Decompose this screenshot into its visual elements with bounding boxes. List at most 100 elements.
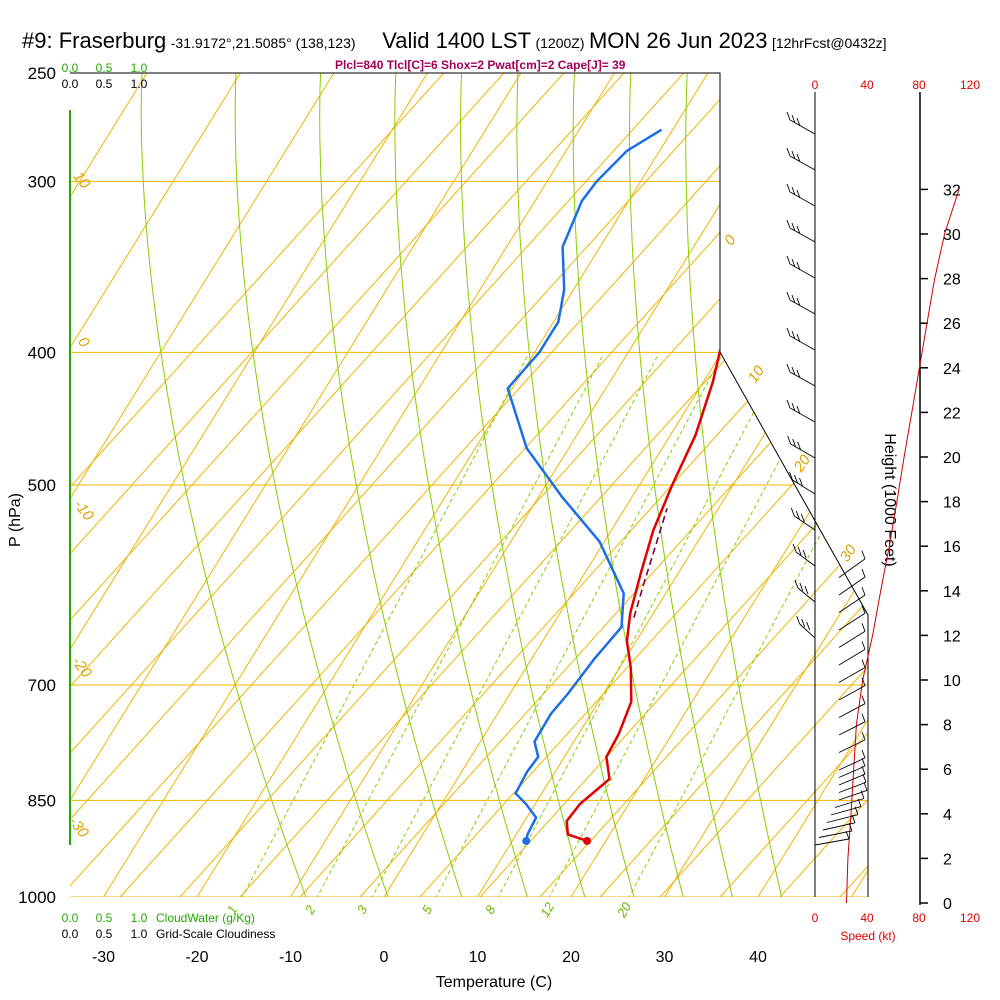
dry-adiabat-line (359, 73, 868, 897)
mixing-ratio-line (312, 354, 604, 897)
dry-adiabat-label: 30 (837, 541, 861, 565)
x-tick-label: 0 (380, 949, 389, 966)
height-tick-label: 4 (943, 807, 952, 824)
series-temperature-surface-point (583, 836, 592, 845)
isotherm-line (757, 73, 868, 897)
mixing-ratio-line (493, 354, 785, 897)
cloudiness-bottom-label: 0.0 (62, 927, 79, 941)
height-tick-label: 10 (943, 673, 961, 690)
station-coords: -31.9172°,21.5085° (138,123) (170, 35, 356, 51)
dry-adiabat-line (659, 73, 868, 897)
moist-adiabat-line (460, 73, 586, 897)
dry-adiabat-line (419, 73, 868, 897)
mixing-ratio-label: 3 (354, 902, 371, 916)
height-tick-label: 20 (943, 450, 961, 467)
series-parcel-line (633, 508, 668, 618)
mixing-ratio-label: 5 (419, 902, 436, 916)
dry-adiabat-line (960, 33, 1000, 897)
cloudiness-top-label: 0.5 (96, 77, 113, 91)
speed-tick-label-top: 120 (960, 78, 980, 92)
height-tick-label: 24 (943, 361, 961, 378)
wind-barb (838, 623, 866, 648)
dry-adiabat-line (479, 73, 868, 897)
height-tick-label: 8 (943, 718, 952, 735)
cloudiness-scale-label: Grid-Scale Cloudiness (156, 927, 275, 941)
cloudwater-top-label: 0.0 (62, 61, 79, 75)
wind-barb (838, 731, 866, 753)
x-tick-label: 40 (749, 949, 767, 966)
dry-adiabat-label: 10 (745, 362, 769, 386)
wind-barb (786, 111, 816, 135)
wind-barb (838, 782, 868, 801)
moist-adiabat-line (516, 73, 635, 897)
wind-barb (838, 659, 866, 683)
cloudwater-bottom-label: 0.5 (96, 911, 113, 925)
height-tick-label: 2 (943, 851, 952, 868)
dry-adiabat-line (70, 73, 541, 897)
wind-barb (792, 543, 816, 567)
mixing-ratio-line (367, 354, 659, 897)
speed-tick-label-bottom: 40 (860, 911, 874, 925)
y2-axis-label: Height (1000 Feet) (881, 433, 898, 566)
dry-adiabat-label: 10 (70, 168, 94, 192)
mixing-ratio-line (431, 354, 723, 897)
isotherm-line (664, 73, 868, 897)
cloudwater-scale-label: CloudWater (g/Kg) (156, 911, 255, 925)
speed-tick-label-bottom: 80 (912, 911, 926, 925)
mixing-ratio-label: 2 (301, 902, 318, 917)
x-tick-label: -30 (92, 949, 115, 966)
moist-adiabat-line (685, 73, 783, 897)
cloudiness-top-label: 1.0 (131, 77, 148, 91)
speed-tick-label-top: 0 (812, 78, 819, 92)
dry-adiabat-line (70, 73, 781, 897)
dry-adiabat-line (719, 73, 868, 897)
dry-adiabat-line (179, 73, 868, 897)
y-axis-label: P (hPa) (7, 493, 24, 547)
cloudwater-top-label: 0.5 (96, 61, 113, 75)
wind-barb (838, 550, 866, 578)
x-tick-label: 10 (469, 949, 487, 966)
height-tick-label: 18 (943, 495, 961, 512)
dry-adiabat-line (239, 73, 868, 897)
isotherm-line (851, 73, 868, 897)
wind-barb (786, 183, 816, 207)
cloudwater-bottom-label: 1.0 (131, 911, 148, 925)
wind-barb (786, 255, 816, 279)
height-tick-label: 22 (943, 405, 961, 422)
speed-tick-label-bottom: 120 (960, 911, 980, 925)
cloudwater-bottom-label: 0.0 (62, 911, 79, 925)
cloudiness-top-label: 0.0 (62, 77, 79, 91)
wind-barb (787, 435, 816, 459)
p-tick-label: 1000 (18, 888, 56, 907)
p-tick-label: 300 (28, 172, 56, 191)
wind-barb (794, 579, 816, 603)
height-tick-label: 32 (943, 182, 961, 199)
speed-tick-label-top: 40 (860, 78, 874, 92)
valid-date: MON 26 Jun 2023 (588, 28, 768, 53)
series-dewpoint-line (506, 128, 663, 842)
wind-barb (838, 677, 866, 701)
wind-barb (786, 291, 816, 315)
dry-adiabat-line (70, 73, 481, 897)
moist-adiabat-line (140, 73, 307, 897)
wind-barb (786, 399, 816, 423)
moist-adiabat-line (394, 73, 528, 897)
dry-adiabat-label: 20 (790, 451, 814, 476)
p-tick-label: 400 (28, 343, 56, 362)
height-tick-label: 16 (943, 539, 961, 556)
wind-barb (838, 586, 866, 613)
wind-barb (796, 615, 816, 639)
x-tick-label: -10 (279, 949, 302, 966)
dry-adiabat-line (539, 73, 868, 897)
dry-adiabat-label: -10 (70, 496, 97, 524)
dry-adiabat-label: -20 (68, 653, 95, 681)
wind-barb (838, 568, 866, 596)
plot-frame (69, 72, 921, 905)
wind-barb (838, 774, 867, 793)
wind-barb (814, 830, 850, 846)
mixing-ratio-line (237, 354, 529, 897)
wind-barb (838, 605, 866, 631)
height-profile-line (846, 189, 960, 904)
mixing-ratio-line (544, 354, 836, 897)
height-tick-label: 0 (943, 896, 952, 913)
